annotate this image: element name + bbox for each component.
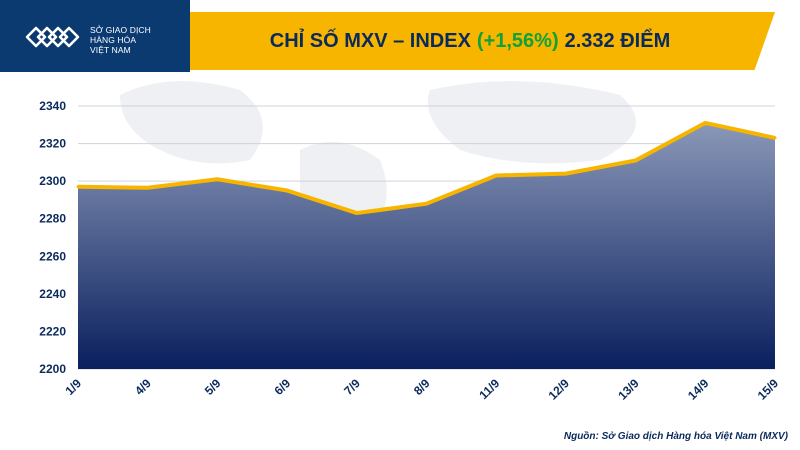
x-tick-label: 14/9 — [685, 376, 712, 403]
x-axis-ticks: 1/9 4/9 5/9 6/9 7/9 8/9 11/9 12/9 13/9 14/9 15/9 — [62, 376, 781, 403]
chart-title: CHỈ SỐ MXV – INDEX (+1,56%) 2.332 ĐIỂM — [190, 12, 750, 70]
y-tick-label: 2300 — [39, 174, 66, 188]
title-band — [190, 12, 775, 70]
y-tick-label: 2280 — [39, 212, 66, 226]
data-point — [285, 189, 289, 193]
x-tick-label: 11/9 — [476, 376, 502, 402]
logo-line-3: VIỆT NAM — [90, 45, 131, 55]
data-point — [634, 158, 638, 162]
data-point — [355, 211, 359, 215]
data-point — [564, 172, 568, 176]
x-tick-label: 8/9 — [411, 376, 433, 398]
x-tick-label: 15/9 — [755, 376, 782, 403]
mxv-logo: SỞ GIAO DỊCH HÀNG HÓA VIỆT NAM — [0, 0, 190, 72]
y-tick-label: 2240 — [39, 287, 66, 301]
title-change: (+1,56%) — [476, 29, 559, 52]
area-fill — [78, 122, 775, 370]
y-tick-label: 2220 — [39, 324, 66, 338]
x-tick-label: 5/9 — [202, 376, 224, 398]
data-point — [215, 177, 219, 181]
title-value: 2.332 ĐIỂM — [564, 29, 671, 52]
data-point — [494, 174, 498, 178]
data-point — [425, 202, 428, 206]
x-tick-label: 4/9 — [132, 376, 154, 398]
x-tick-label: 1/9 — [62, 376, 84, 398]
source-note: Nguồn: Sở Giao dịch Hàng hóa Việt Nam (M… — [563, 431, 788, 442]
data-point — [773, 136, 777, 140]
data-point — [703, 121, 707, 125]
x-tick-label: 7/9 — [341, 376, 363, 398]
y-axis-ticks: 2200 2220 2240 2260 2280 2300 2320 2340 — [39, 99, 66, 376]
y-tick-label: 2200 — [39, 362, 66, 376]
logo-line-1: SỞ GIAO DỊCH — [90, 25, 151, 35]
logo-text: SỞ GIAO DỊCH HÀNG HÓA VIỆT NAM — [90, 25, 151, 55]
y-tick-label: 2260 — [39, 249, 66, 263]
x-tick-label: 12/9 — [546, 376, 573, 403]
title-prefix: CHỈ SỐ MXV – INDEX — [269, 29, 471, 52]
y-tick-label: 2320 — [39, 137, 66, 151]
data-point — [146, 186, 150, 190]
mxv-logo-mark-icon — [25, 26, 80, 48]
area-series — [76, 120, 777, 370]
x-tick-label: 13/9 — [615, 376, 642, 403]
y-tick-label: 2340 — [39, 99, 66, 113]
logo-line-2: HÀNG HÓA — [90, 35, 137, 45]
data-point — [76, 185, 80, 189]
x-tick-label: 6/9 — [272, 376, 294, 398]
